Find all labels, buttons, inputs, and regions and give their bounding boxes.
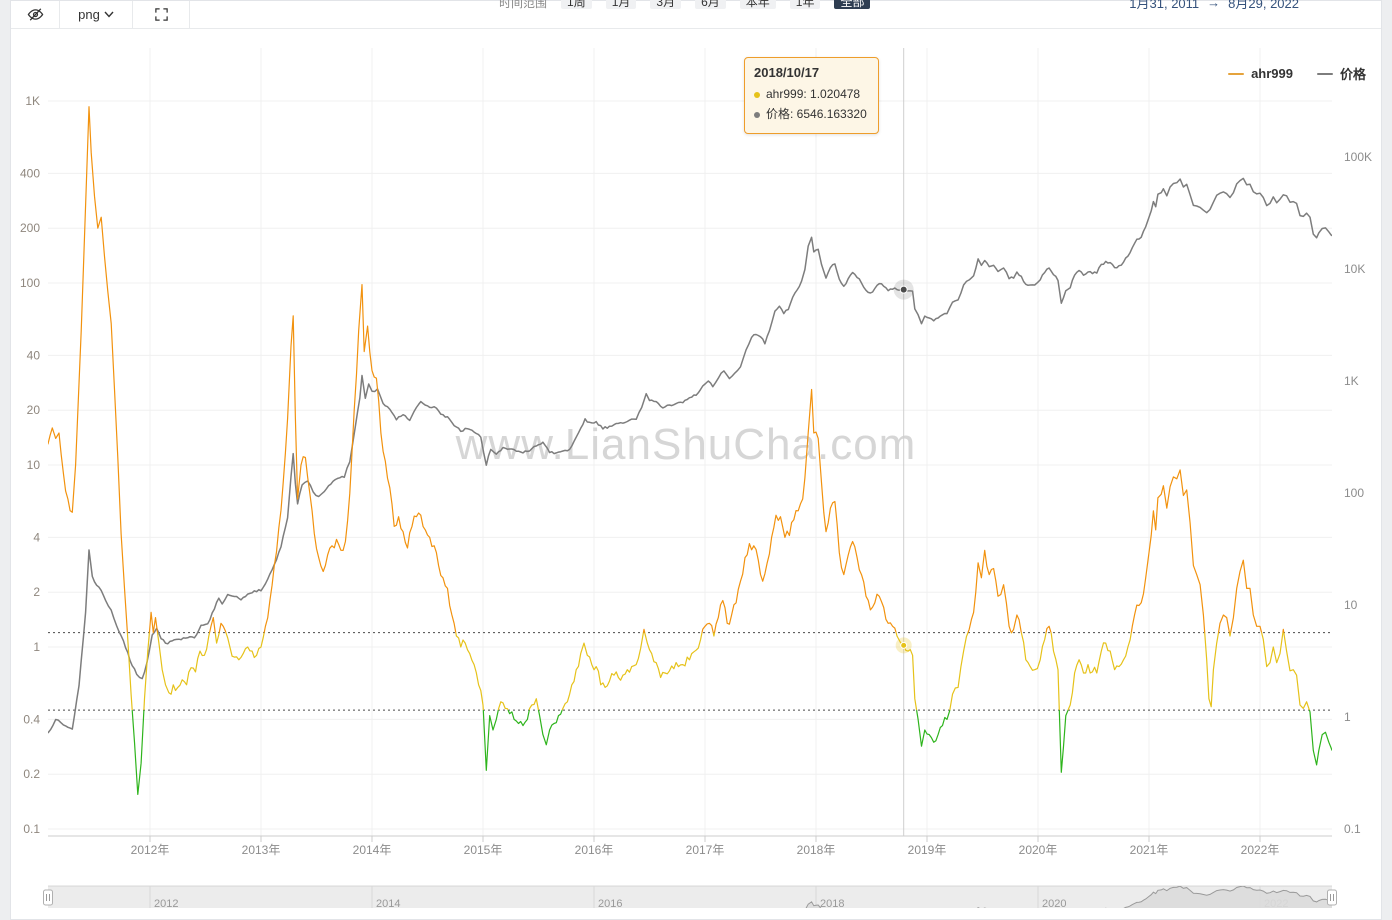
navigator-handle-right[interactable] bbox=[1328, 890, 1337, 905]
watermark: www.LianShuCha.com bbox=[455, 420, 917, 469]
y-axis-left-label: 0.1 bbox=[23, 822, 40, 836]
navigator-year-label: 2012 bbox=[154, 898, 178, 908]
tooltip-row-price: 价格: 6546.163320 bbox=[754, 105, 867, 125]
x-axis-label: 2015年 bbox=[464, 843, 503, 857]
y-axis-left-label: 0.4 bbox=[23, 712, 40, 726]
ahr999-series-segment bbox=[562, 633, 643, 711]
ahr999-series-segment bbox=[1231, 560, 1262, 632]
x-axis-label: 2020年 bbox=[1019, 843, 1058, 857]
ahr999-series-segment bbox=[1131, 470, 1204, 633]
ahr999-series-segment bbox=[529, 699, 538, 710]
ahr999-point-marker bbox=[901, 642, 907, 648]
legend-item-price[interactable]: 价格 bbox=[1317, 64, 1366, 83]
y-axis-left-label: 1K bbox=[25, 94, 40, 108]
legend-marker-ahr999 bbox=[1228, 73, 1244, 75]
y-axis-right-label: 10 bbox=[1344, 598, 1358, 612]
ahr999-series-segment bbox=[950, 633, 968, 711]
ahr999-series-segment bbox=[1283, 629, 1284, 632]
y-axis-right-label: 100K bbox=[1344, 150, 1372, 164]
ahr999-series-segment bbox=[1309, 710, 1332, 765]
y-axis-left-label: 200 bbox=[20, 221, 40, 235]
tooltip-row-ahr999: ahr999: 1.020478 bbox=[754, 85, 867, 105]
ahr999-series-segment bbox=[456, 633, 484, 711]
ahr999-series-segment bbox=[1046, 626, 1051, 632]
ahr999-series-segment bbox=[219, 623, 226, 632]
x-axis-label: 2019年 bbox=[908, 843, 947, 857]
y-axis-right-label: 1K bbox=[1344, 374, 1359, 388]
x-axis-label: 2012年 bbox=[131, 843, 170, 857]
x-axis-label: 2021年 bbox=[1130, 843, 1169, 857]
y-axis-left-label: 4 bbox=[33, 530, 40, 544]
tooltip: 2018/10/17 ahr999: 1.020478 价格: 6546.163… bbox=[744, 57, 879, 134]
ahr999-series-segment bbox=[498, 702, 508, 710]
y-axis-left-label: 40 bbox=[27, 348, 41, 362]
ahr999-series-segment bbox=[127, 633, 132, 711]
x-axis-label: 2016年 bbox=[575, 843, 614, 857]
y-axis-left-label: 20 bbox=[27, 403, 41, 417]
ahr999-series-segment bbox=[1284, 633, 1310, 711]
ahr999-series-segment bbox=[215, 633, 219, 644]
y-axis-right-label: 10K bbox=[1344, 262, 1365, 276]
ahr999-series-segment bbox=[1051, 633, 1059, 711]
navigator-year-label: 2014 bbox=[376, 898, 400, 908]
bullet-icon bbox=[754, 92, 760, 98]
ahr999-series-segment bbox=[643, 629, 644, 632]
legend-label-price: 价格 bbox=[1340, 64, 1366, 83]
y-axis-left-label: 2 bbox=[33, 585, 40, 599]
price-point-marker bbox=[900, 286, 907, 293]
tooltip-date: 2018/10/17 bbox=[754, 65, 867, 80]
ahr999-series-segment bbox=[1205, 633, 1219, 707]
y-axis-left-label: 400 bbox=[20, 166, 40, 180]
ahr999-series-segment bbox=[508, 710, 529, 726]
navigator-year-label: 2016 bbox=[598, 898, 622, 908]
legend-marker-price bbox=[1317, 73, 1333, 75]
y-axis-left-label: 1 bbox=[33, 640, 40, 654]
ahr999-series-segment bbox=[1262, 633, 1283, 667]
x-axis-label: 2013年 bbox=[242, 843, 281, 857]
navigator-year-label: 2020 bbox=[1042, 898, 1066, 908]
y-axis-left-label: 0.2 bbox=[23, 767, 40, 781]
navigator-handle-left[interactable] bbox=[44, 890, 53, 905]
y-axis-right-label: 0.1 bbox=[1344, 822, 1361, 836]
y-axis-left-label: 10 bbox=[27, 458, 41, 472]
ahr999-series-segment bbox=[1012, 615, 1022, 633]
ahr999-series-segment bbox=[917, 710, 950, 746]
legend: ahr999 价格 bbox=[1228, 64, 1366, 83]
navigator-year-label: 2018 bbox=[820, 898, 844, 908]
ahr999-series-segment bbox=[226, 633, 264, 660]
x-axis-label: 2014年 bbox=[353, 843, 392, 857]
ahr999-series-segment bbox=[968, 550, 1011, 632]
legend-item-ahr999[interactable]: ahr999 bbox=[1228, 66, 1293, 81]
ahr999-series-segment bbox=[1229, 633, 1230, 636]
y-axis-right-label: 100 bbox=[1344, 486, 1364, 500]
x-axis-label: 2017年 bbox=[686, 843, 725, 857]
y-axis-right-label: 1 bbox=[1344, 710, 1351, 724]
x-axis-label: 2022年 bbox=[1241, 843, 1280, 857]
ahr999-series-segment bbox=[1021, 633, 1046, 671]
ahr999-series-segment bbox=[1068, 633, 1131, 711]
bullet-icon bbox=[754, 112, 760, 118]
ahr999-series-segment bbox=[645, 633, 702, 678]
ahr999-series-segment bbox=[132, 710, 144, 794]
ahr999-series-segment bbox=[1219, 615, 1230, 633]
ahr999-series-segment bbox=[539, 710, 563, 745]
legend-label-ahr999: ahr999 bbox=[1251, 66, 1293, 81]
x-axis-label: 2018年 bbox=[797, 843, 836, 857]
ahr999-series-segment bbox=[713, 633, 714, 636]
ahr999-series-segment bbox=[48, 107, 128, 633]
ahr999-series-segment bbox=[702, 623, 713, 632]
y-axis-left-label: 100 bbox=[20, 276, 40, 290]
